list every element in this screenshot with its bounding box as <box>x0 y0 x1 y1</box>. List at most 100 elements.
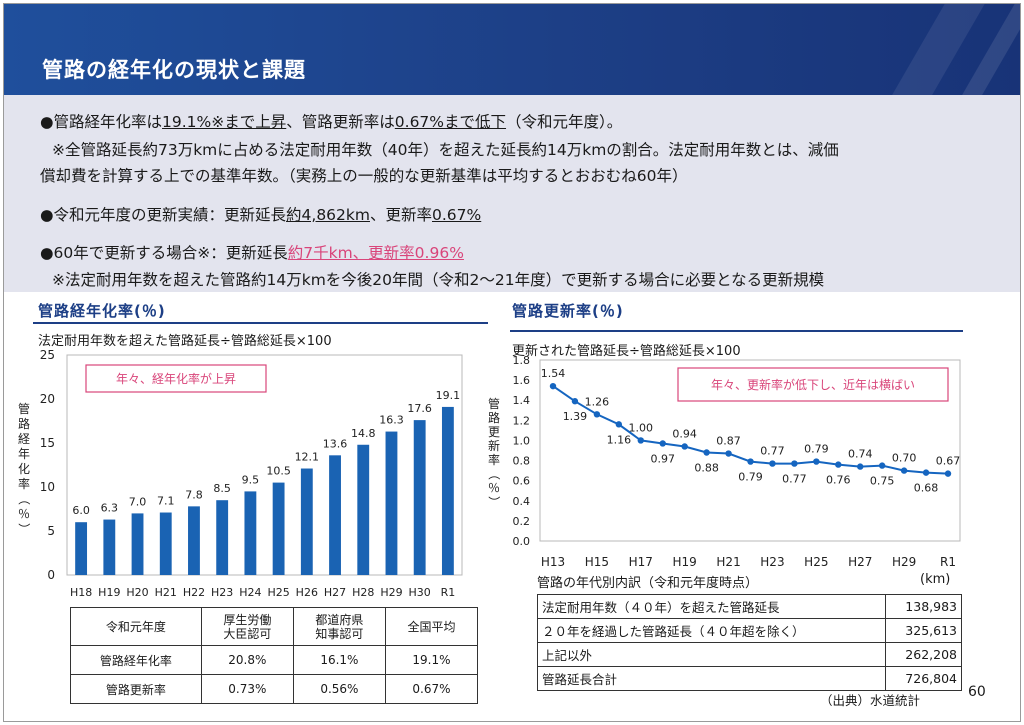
summary-line-2: ※全管路延長約73万kmに占める法定耐用年数（40年）を超えた延長約14万kmの… <box>52 141 839 159</box>
data-label: 19.1 <box>436 389 461 402</box>
y-axis-label-char: 経 <box>18 432 30 446</box>
y-tick-label: 0 <box>47 568 55 582</box>
renewal-rate-line-chart: 管路更新率（％） 年々、更新率が低下し、近年は横ばい 0.0 0.2 0.4 0.6 0… <box>487 354 961 569</box>
data-point <box>747 458 754 465</box>
table-cell: 上記以外 <box>537 642 886 667</box>
table-row: ２０年を経過した管路延長（４０年超を除く） 325,613 <box>537 618 962 643</box>
left-section-title: 管路経年化率(％) <box>38 302 166 320</box>
table-cell: 管路経年化率 <box>70 645 202 675</box>
data-point <box>681 443 688 450</box>
data-label: 0.79 <box>804 443 829 456</box>
data-point <box>593 411 601 418</box>
table-header-row: 令和元年度 厚生労働 大臣認可 都道府県 知事認可 全国平均 <box>70 607 479 646</box>
data-label: 0.77 <box>760 445 785 458</box>
table-cell: 19.1% <box>384 645 479 675</box>
y-tick-label: 10 <box>40 480 55 494</box>
cell-text: 20.8% <box>228 653 267 667</box>
data-label: 0.97 <box>650 452 675 465</box>
y-axis-label: 管路更新率（％） <box>487 396 501 508</box>
table-row: 上記以外 262,208 <box>537 642 962 667</box>
right-table-unit: (km) <box>920 572 951 587</box>
x-tick-label: H18 <box>70 586 92 599</box>
table-cell: 262,208 <box>885 642 962 667</box>
data-point <box>857 463 864 470</box>
x-tick-label: H29 <box>892 555 916 569</box>
table-cell: 0.67% <box>384 674 479 704</box>
y-tick-label: 1.0 <box>513 434 531 447</box>
data-label: 1.39 <box>563 410 588 423</box>
aging-rate-highlight: 19.1%※まで上昇 <box>162 113 287 131</box>
renewal-rate-highlight: 0.67%まで低下 <box>394 113 507 131</box>
data-label: 0.67 <box>936 455 961 468</box>
summary-text: 、更新率 <box>369 206 432 224</box>
data-label: 10.5 <box>266 465 291 478</box>
table-cell: 管路更新率 <box>70 674 202 704</box>
x-tick-label: H15 <box>585 555 609 569</box>
bar <box>413 420 426 575</box>
data-label: 0.87 <box>716 435 741 448</box>
aging-rate-bar-chart: 管路経年化率 （ ％ ） 年々、経年化率が上昇 0 5 10 15 20 25 6.0 H18 6.3… <box>17 348 463 599</box>
bar <box>216 500 229 575</box>
summary-text: （令和元年度）。 <box>506 113 623 131</box>
y-tick-label: 5 <box>47 524 55 538</box>
cell-text: 0.56% <box>320 682 359 696</box>
data-point <box>769 460 776 467</box>
data-label: 1.54 <box>541 367 566 380</box>
data-label: 12.1 <box>295 451 320 464</box>
data-label: 13.6 <box>323 437 348 450</box>
y-tick-label: 0.6 <box>513 475 531 488</box>
summary-line-6: ※法定耐用年数を超えた管路約14万kmを今後20年間（令和2～21年度）で更新す… <box>52 271 825 289</box>
cell-text: 16.1% <box>320 653 359 667</box>
y-axis-label-char: ） <box>487 496 501 508</box>
summary-line-1: ●管路経年化率は19.1%※まで上昇、管路更新率は0.67%まで低下（令和元年度… <box>40 110 622 132</box>
data-label: 6.0 <box>72 504 90 517</box>
x-tick-label: H29 <box>380 586 402 599</box>
bar <box>103 519 116 575</box>
y-axis-label-char: 路 <box>18 416 30 431</box>
bar <box>441 406 454 575</box>
cell-text: 管路更新率 <box>105 682 166 697</box>
cell-text: 726,804 <box>905 671 957 686</box>
x-tick-label: H26 <box>296 586 318 599</box>
plot-area-border <box>539 359 961 542</box>
data-point <box>922 469 930 476</box>
data-point <box>835 461 842 468</box>
data-point <box>637 437 644 444</box>
bar <box>131 513 144 575</box>
table-cell: 0.56% <box>292 674 386 704</box>
y-axis-label: 管路経年化率 （ ％ ） <box>17 401 31 535</box>
cell-text: 令和元年度 <box>105 620 166 634</box>
data-label: 0.75 <box>870 475 895 488</box>
table-cell: 16.1% <box>292 645 386 675</box>
y-axis-label-char: 管 <box>18 401 30 416</box>
summary-box <box>4 95 1020 292</box>
cell-text: ２０年を経過した管路延長（４０年超を除く） <box>542 624 805 639</box>
table-row: 管路経年化率 20.8% 16.1% 19.1% <box>70 645 479 675</box>
y-tick-label: 1.8 <box>513 354 531 367</box>
sixty-year-highlight: 約7千km、更新率0.96% <box>287 244 464 262</box>
table-cell: 138,983 <box>885 594 962 619</box>
x-tick-label: H22 <box>183 586 205 599</box>
x-tick-label: R1 <box>441 586 456 599</box>
y-axis-label-char: 新 <box>488 438 500 453</box>
x-tick-label: H24 <box>239 586 261 599</box>
cell-text: 全国平均 <box>407 620 456 634</box>
table-cell: 令和元年度 <box>70 607 202 646</box>
table-cell: 法定耐用年数（４０年）を超えた管路延長 <box>537 594 886 619</box>
bar <box>75 522 88 575</box>
data-point <box>703 449 710 456</box>
y-axis-label-char: ％ <box>18 507 30 521</box>
y-tick-label: 0.8 <box>513 455 531 468</box>
table-cell: 管路延長合計 <box>537 666 886 691</box>
data-label: 16.3 <box>379 414 404 427</box>
data-point <box>571 398 579 405</box>
table-cell: 厚生労働 大臣認可 <box>200 607 294 646</box>
summary-text: 、管路更新率は <box>286 113 395 131</box>
x-tick-label: H23 <box>760 555 784 569</box>
callout-text: 年々、経年化率が上昇 <box>116 371 236 386</box>
table-row: 管路延長合計 726,804 <box>537 666 962 691</box>
data-label: 17.6 <box>407 402 432 415</box>
table-cell: ２０年を経過した管路延長（４０年超を除く） <box>537 618 886 643</box>
data-label: 1.26 <box>585 395 610 408</box>
right-formula: 更新された管路延長÷管路総延長×100 <box>512 344 741 359</box>
